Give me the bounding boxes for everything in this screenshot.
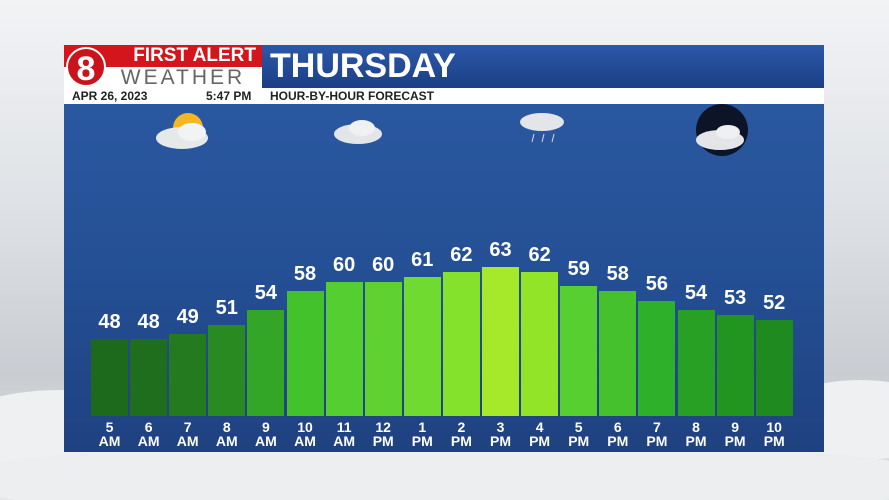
cloudy-icon bbox=[334, 120, 382, 144]
x-tick-label: 4 PM bbox=[529, 419, 551, 449]
x-tick-label: 1 PM bbox=[411, 419, 433, 449]
x-tick-label: 5 AM bbox=[98, 419, 121, 449]
x-tick-label: 3 PM bbox=[490, 419, 511, 449]
value-label: 60 bbox=[372, 253, 395, 276]
x-tick-label: 7 AM bbox=[176, 419, 199, 449]
bar bbox=[560, 286, 598, 416]
logo-top: FIRST ALERT bbox=[64, 45, 262, 67]
value-label: 58 bbox=[293, 263, 317, 286]
partly-sunny-icon bbox=[156, 113, 208, 149]
bar bbox=[169, 334, 207, 416]
value-label: 53 bbox=[723, 287, 747, 310]
bar bbox=[755, 320, 793, 416]
x-tick-label: 9 PM bbox=[724, 419, 746, 449]
value-label: 54 bbox=[684, 282, 708, 305]
value-label: 62 bbox=[528, 244, 551, 266]
bar bbox=[599, 291, 637, 416]
bar bbox=[286, 291, 324, 416]
x-tick-label: 8 PM bbox=[685, 419, 707, 449]
value-label: 60 bbox=[332, 253, 356, 276]
bar bbox=[677, 310, 715, 416]
value-label: 61 bbox=[411, 248, 434, 271]
x-tick-label: 10 PM bbox=[763, 419, 785, 449]
x-tick-label: 12 PM bbox=[372, 419, 394, 449]
bar bbox=[208, 324, 246, 416]
value-label: 52 bbox=[763, 292, 786, 314]
x-tick-label: 6 AM bbox=[137, 419, 160, 449]
value-label: 62 bbox=[450, 244, 473, 266]
bar bbox=[130, 339, 168, 416]
bar bbox=[716, 315, 754, 416]
night-cloudy-icon bbox=[696, 104, 748, 156]
logo: FIRST ALERT WEATHER 8 bbox=[64, 45, 262, 88]
bar bbox=[325, 281, 363, 416]
value-label: 49 bbox=[176, 306, 199, 329]
value-label: 59 bbox=[567, 258, 590, 281]
logo-bottom: WEATHER bbox=[120, 66, 246, 89]
bar bbox=[403, 276, 441, 416]
title: THURSDAY bbox=[262, 45, 824, 88]
x-tick-label: 9 AM bbox=[255, 419, 277, 449]
x-tick-label: 11 AM bbox=[333, 419, 355, 449]
x-tick-label: 10 AM bbox=[294, 419, 316, 449]
bar bbox=[482, 267, 519, 416]
bar bbox=[521, 272, 559, 416]
value-label: 51 bbox=[215, 296, 238, 319]
x-tick-label: 2 PM bbox=[450, 419, 472, 449]
bar bbox=[247, 310, 285, 416]
x-tick-label: 8 AM bbox=[215, 419, 238, 449]
value-label: 58 bbox=[606, 263, 629, 286]
subtitle: HOUR-BY-HOUR FORECAST bbox=[270, 89, 434, 103]
value-label: 48 bbox=[98, 311, 121, 334]
info-bar: APR 26, 2023 5:47 PM HOUR-BY-HOUR FORECA… bbox=[64, 88, 824, 104]
value-label: 63 bbox=[489, 239, 512, 262]
bar bbox=[638, 300, 676, 416]
x-tick-label: 6 PM bbox=[607, 419, 629, 449]
plot-area: 48 5 AM 48 6 AM 49 7 AM 51 8 AM 54 9 AM 58 10 AM 60 1… bbox=[64, 104, 824, 452]
time: 5:47 PM bbox=[206, 89, 252, 103]
weather-icons bbox=[156, 104, 748, 156]
value-label: 54 bbox=[254, 282, 278, 305]
station-badge: 8 bbox=[66, 47, 106, 88]
x-tick-label: 7 PM bbox=[646, 419, 668, 449]
date: APR 26, 2023 bbox=[72, 89, 148, 103]
forecast-panel: FIRST ALERT WEATHER 8 THURSDAY APR 26, 2… bbox=[64, 45, 824, 452]
value-label: 48 bbox=[137, 311, 160, 334]
value-label: 56 bbox=[645, 272, 669, 295]
bar bbox=[364, 281, 402, 416]
rain-icon bbox=[520, 113, 564, 143]
x-tick-label: 5 PM bbox=[568, 419, 590, 449]
bar bbox=[442, 272, 480, 416]
bar bbox=[91, 339, 128, 416]
